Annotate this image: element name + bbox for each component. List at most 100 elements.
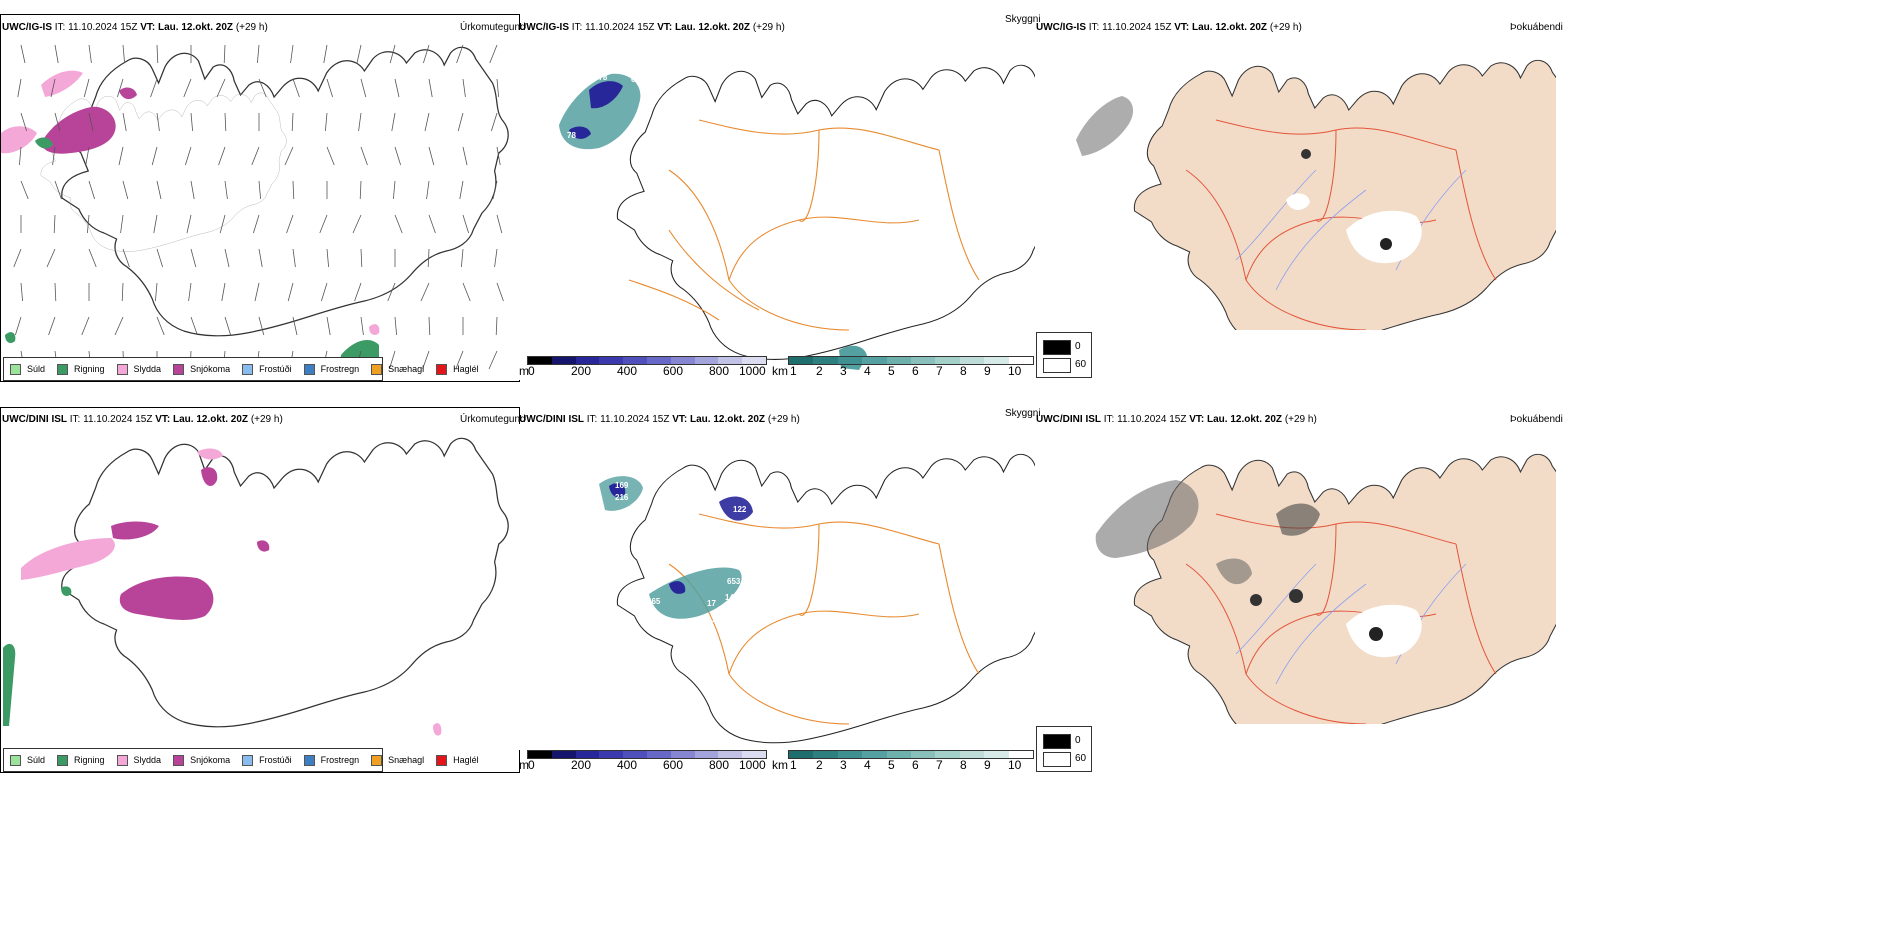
glacier bbox=[1346, 604, 1422, 658]
header-fog-top: UWC/IG-IS IT: 11.10.2024 15Z VT: Lau. 12… bbox=[1036, 22, 1302, 33]
sleet-area bbox=[197, 448, 223, 460]
wind-barb bbox=[394, 78, 400, 98]
wind-barb bbox=[462, 146, 468, 166]
precip-map-top bbox=[1, 44, 509, 381]
visibility-unit: km bbox=[772, 758, 788, 772]
low-cloud-area bbox=[719, 496, 753, 521]
visibility-tick: 5 bbox=[888, 758, 895, 772]
visibility-tick: 4 bbox=[864, 758, 871, 772]
wind-barb bbox=[423, 44, 430, 64]
wind-barb bbox=[20, 282, 23, 302]
wind-barb bbox=[319, 214, 328, 234]
wind-barb bbox=[257, 44, 260, 64]
legend-item: Snæhagl bbox=[371, 363, 424, 375]
panel-title-cloud-top: Skyggni bbox=[1005, 14, 1041, 25]
visibility-tick: 8 bbox=[960, 758, 967, 772]
fog-legend-bottom: 0 60 bbox=[1036, 726, 1092, 772]
wind-barb bbox=[118, 146, 124, 166]
wind-barb bbox=[488, 350, 498, 370]
fog-spot bbox=[1380, 238, 1392, 250]
wind-barb bbox=[52, 146, 56, 166]
height-tick: 0 bbox=[528, 364, 535, 378]
wind-barb bbox=[188, 282, 192, 302]
wind-barb bbox=[496, 78, 499, 98]
panel-title-precip-top: Úrkomutegund bbox=[460, 22, 526, 33]
wind-barb bbox=[323, 44, 328, 64]
legend-item: Snjókoma bbox=[173, 363, 230, 375]
wind-barb bbox=[150, 78, 158, 98]
wind-barb bbox=[462, 78, 466, 98]
wind-barb bbox=[54, 112, 61, 132]
legend-item: Frostregn bbox=[303, 754, 359, 766]
rain-area bbox=[3, 643, 16, 726]
low-cloud-area bbox=[669, 581, 686, 594]
wind-barb bbox=[360, 248, 363, 268]
header-precip-bottom: UWC/DINI ISL IT: 11.10.2024 15Z VT: Lau.… bbox=[2, 414, 283, 425]
header-cloud-top: UWC/IG-IS IT: 11.10.2024 15Z VT: Lau. 12… bbox=[519, 22, 785, 33]
wind-barb bbox=[221, 282, 226, 302]
legend-item: Súld bbox=[10, 754, 45, 766]
height-colorbar-top: m 0 200 400 600 800 1000 bbox=[519, 356, 769, 382]
fog-panel-bottom bbox=[1036, 424, 1556, 724]
wind-barb bbox=[258, 180, 261, 200]
fog-spot bbox=[1250, 594, 1262, 606]
height-tick: 600 bbox=[663, 364, 684, 378]
panel-title-fog-bottom: Þokuábendi bbox=[1510, 414, 1563, 425]
wind-barb bbox=[461, 248, 464, 268]
wind-barb bbox=[83, 78, 90, 98]
height-colorbar-bottom: m 0 200 400 600 800 1000 bbox=[519, 750, 769, 776]
height-colorbar-bar bbox=[527, 356, 767, 365]
visibility-tick: 1 bbox=[790, 758, 797, 772]
wind-barb bbox=[183, 78, 192, 98]
fog-legend-label: 0 bbox=[1075, 735, 1081, 746]
visibility-tick: 6 bbox=[912, 758, 919, 772]
wind-barb bbox=[394, 214, 403, 234]
wind-barb bbox=[387, 282, 396, 302]
wind-barb bbox=[389, 350, 396, 370]
wind-barb bbox=[156, 316, 165, 336]
visibility-colorbar-bar bbox=[788, 750, 1034, 759]
wind-barb bbox=[290, 44, 294, 64]
wind-barb bbox=[492, 180, 498, 200]
wind-barb bbox=[393, 180, 396, 200]
wind-barb bbox=[462, 214, 469, 234]
wind-barb bbox=[254, 282, 260, 302]
wind-barb bbox=[120, 214, 124, 234]
wind-barb bbox=[54, 180, 62, 200]
fog-area bbox=[1095, 480, 1199, 558]
height-tick: 600 bbox=[663, 758, 684, 772]
wind-barb bbox=[151, 146, 158, 166]
wind-barb bbox=[292, 78, 300, 98]
wind-barb bbox=[258, 248, 263, 268]
wind-barb bbox=[389, 44, 396, 64]
wind-barb bbox=[428, 146, 435, 166]
glacier bbox=[1346, 210, 1422, 264]
cloud-label: 78 bbox=[567, 131, 576, 140]
fog-map-top bbox=[1076, 59, 1556, 330]
wind-barb bbox=[424, 112, 430, 132]
wind-barb bbox=[122, 44, 125, 64]
wind-barb bbox=[156, 44, 159, 64]
sleet-area bbox=[369, 324, 380, 335]
wind-barb bbox=[218, 146, 226, 166]
wind-barb bbox=[427, 248, 430, 268]
visibility-tick: 7 bbox=[936, 758, 943, 772]
snow-area bbox=[41, 106, 116, 154]
visibility-tick: 9 bbox=[984, 364, 991, 378]
cloud-panel-top: 978 611 78 bbox=[519, 30, 1035, 380]
sleet-area bbox=[21, 538, 115, 580]
precip-legend-top: Súld Rigning Slydda Snjókoma Frostúði Fr… bbox=[3, 357, 479, 381]
wind-barb bbox=[219, 214, 226, 234]
precip-legend-bottom: Súld Rigning Slydda Snjókoma Frostúði Fr… bbox=[3, 748, 479, 772]
wind-barb bbox=[489, 44, 498, 64]
wind-barb bbox=[494, 248, 498, 268]
wind-barb bbox=[88, 44, 92, 64]
wind-barb bbox=[156, 112, 160, 132]
visibility-tick: 3 bbox=[840, 758, 847, 772]
wind-barb bbox=[87, 214, 90, 234]
wind-barb bbox=[491, 112, 498, 132]
visibility-tick: 8 bbox=[960, 364, 967, 378]
wind-barb bbox=[326, 248, 329, 268]
cloud-label: 611 bbox=[631, 75, 644, 84]
fog-map-bottom bbox=[1095, 453, 1556, 724]
